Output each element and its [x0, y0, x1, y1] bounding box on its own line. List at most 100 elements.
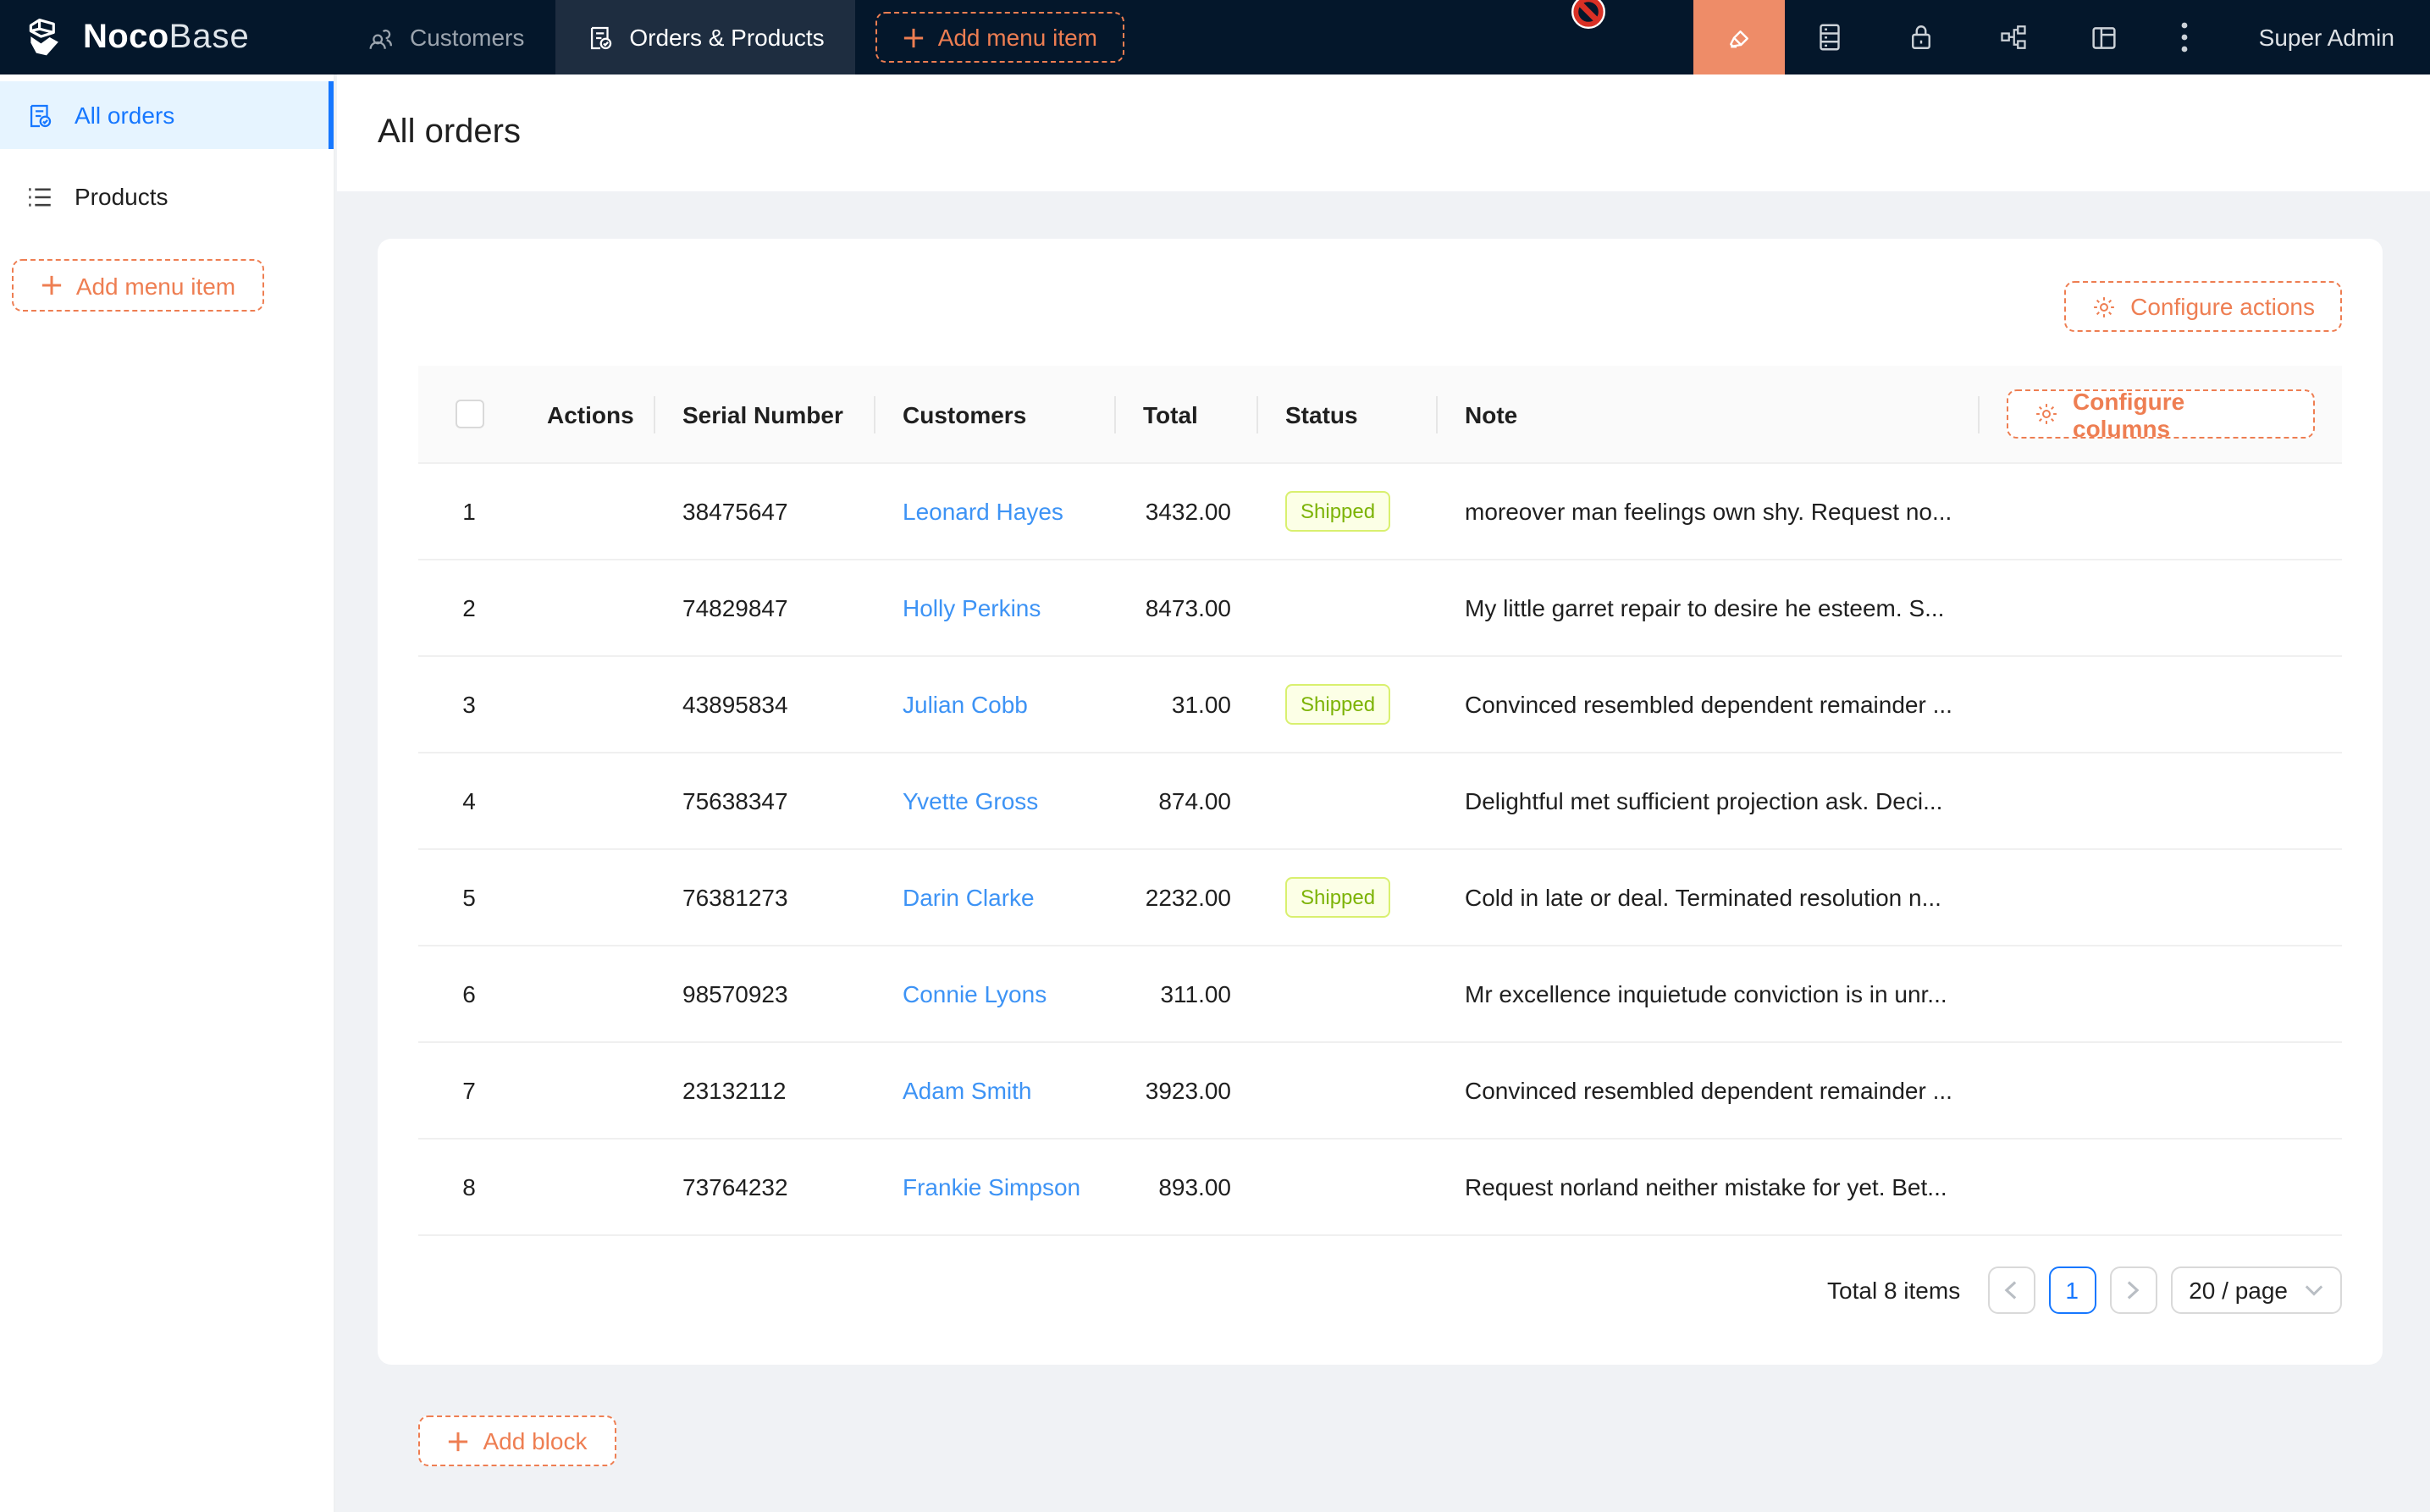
- table-row[interactable]: 4 75638347 Yvette Gross 874.00 Delightfu…: [418, 753, 2342, 850]
- configure-columns-button[interactable]: Configure columns: [2007, 387, 2315, 441]
- serial-cell: 74829847: [682, 594, 788, 621]
- note-cell: Delightful met sufficient projection ask…: [1465, 787, 1943, 814]
- sidebar-add-menu-item-label: Add menu item: [75, 272, 236, 299]
- customer-link[interactable]: Leonard Hayes: [903, 498, 1063, 525]
- customer-link[interactable]: Connie Lyons: [903, 980, 1047, 1007]
- column-header-serial-number[interactable]: Serial Number: [655, 366, 875, 462]
- select-all-checkbox[interactable]: [455, 400, 483, 428]
- sidebar: All orders Products Add menu item: [0, 74, 335, 1512]
- pagination-prev-button[interactable]: [1987, 1266, 2035, 1314]
- ui-editor-button[interactable]: [1693, 0, 1785, 74]
- topbar-right-cluster: Super Admin: [1571, 0, 2430, 74]
- note-cell: Convinced resembled dependent remainder …: [1465, 691, 1952, 718]
- column-header-customers[interactable]: Customers: [875, 366, 1116, 462]
- page-content: Configure actions Actions Serial Number …: [337, 191, 2430, 1512]
- plugin-manager-button[interactable]: [1968, 0, 2059, 74]
- nocobase-logo[interactable]: NocoBase: [0, 0, 335, 74]
- note-cell: Request norland neither mistake for yet.…: [1465, 1173, 1947, 1200]
- customer-link[interactable]: Adam Smith: [903, 1077, 1032, 1104]
- add-block-button[interactable]: Add block: [418, 1415, 616, 1466]
- table-row[interactable]: 8 73764232 Frankie Simpson 893.00 Reques…: [418, 1140, 2342, 1236]
- sidebar-item-all-orders[interactable]: All orders: [0, 81, 334, 149]
- customer-link[interactable]: Julian Cobb: [903, 691, 1028, 718]
- topnav-item-label: Orders & Products: [629, 24, 825, 51]
- row-index: 4: [462, 787, 476, 814]
- sidebar-item-label: Products: [75, 183, 168, 210]
- file-done-icon: [585, 23, 614, 52]
- page-header: All orders: [337, 74, 2430, 191]
- row-index: 5: [462, 884, 476, 911]
- topbar: NocoBase Customers: [0, 0, 2430, 74]
- gear-icon: [2091, 294, 2117, 319]
- total-cell: 893.00: [1158, 1173, 1231, 1200]
- row-index: 8: [462, 1173, 476, 1200]
- pagination-page-1[interactable]: 1: [2048, 1266, 2096, 1314]
- pagination-next-button[interactable]: [2109, 1266, 2157, 1314]
- plus-icon: [903, 26, 925, 48]
- settings-center-button[interactable]: [2059, 0, 2151, 74]
- serial-cell: 98570923: [682, 980, 788, 1007]
- column-header-actions[interactable]: Actions: [520, 366, 655, 462]
- sidebar-item-products[interactable]: Products: [0, 163, 334, 230]
- column-header-status[interactable]: Status: [1258, 366, 1438, 462]
- table-row[interactable]: 6 98570923 Connie Lyons 311.00 Mr excell…: [418, 946, 2342, 1043]
- page-size-select[interactable]: 20 / page: [2170, 1266, 2342, 1314]
- customer-link[interactable]: Darin Clarke: [903, 884, 1035, 911]
- topnav-add-menu-item-label: Add menu item: [937, 24, 1098, 51]
- chevron-down-icon: [2305, 1283, 2323, 1297]
- total-cell: 8473.00: [1145, 594, 1231, 621]
- sidebar-item-label: All orders: [75, 102, 175, 129]
- sidebar-add-menu-item-button[interactable]: Add menu item: [12, 259, 264, 312]
- file-done-icon: [25, 101, 54, 130]
- page-size-value: 20 / page: [2189, 1277, 2288, 1304]
- table-row[interactable]: 2 74829847 Holly Perkins 8473.00 My litt…: [418, 560, 2342, 657]
- status-badge: Shipped: [1285, 877, 1391, 918]
- permissions-button[interactable]: [1876, 0, 1968, 74]
- table-header-row: Actions Serial Number Customers Total St…: [418, 366, 2342, 464]
- table-row[interactable]: 7 23132112 Adam Smith 3923.00 Convinced …: [418, 1043, 2342, 1140]
- note-cell: Cold in late or deal. Terminated resolut…: [1465, 884, 1941, 911]
- customer-link[interactable]: Holly Perkins: [903, 594, 1041, 621]
- main-area: All orders Configure actions: [337, 74, 2430, 1512]
- highlighter-icon: [1724, 22, 1754, 52]
- total-cell: 311.00: [1160, 980, 1231, 1007]
- workflow-icon: [1998, 22, 2029, 52]
- topnav-item-customers[interactable]: Customers: [335, 0, 555, 74]
- user-menu[interactable]: Super Admin: [2218, 0, 2430, 74]
- table-row[interactable]: 3 43895834 Julian Cobb 31.00 Shipped Con…: [418, 657, 2342, 753]
- total-cell: 3432.00: [1145, 498, 1231, 525]
- topnav-item-label: Customers: [410, 24, 525, 51]
- row-index: 7: [462, 1077, 476, 1104]
- table-row[interactable]: 1 38475647 Leonard Hayes 3432.00 Shipped…: [418, 464, 2342, 560]
- more-options-button[interactable]: [2151, 0, 2218, 74]
- serial-cell: 73764232: [682, 1173, 788, 1200]
- add-block-label: Add block: [483, 1427, 588, 1454]
- orders-table: Actions Serial Number Customers Total St…: [418, 366, 2342, 1236]
- data-sources-button[interactable]: [1785, 0, 1876, 74]
- team-icon: [366, 23, 395, 52]
- blocked-cursor-icon: [1571, 0, 1605, 29]
- customer-link[interactable]: Frankie Simpson: [903, 1173, 1081, 1200]
- total-cell: 31.00: [1171, 691, 1231, 718]
- ellipsis-vertical-icon: [2181, 22, 2188, 52]
- page-title: All orders: [378, 113, 521, 151]
- note-cell: moreover man feelings own shy. Request n…: [1465, 498, 1952, 525]
- column-header-total[interactable]: Total: [1116, 366, 1258, 462]
- unordered-list-icon: [25, 182, 54, 211]
- user-name-label: Super Admin: [2258, 24, 2394, 51]
- logo-text-base: Base: [168, 18, 250, 55]
- serial-cell: 76381273: [682, 884, 788, 911]
- serial-cell: 43895834: [682, 691, 788, 718]
- configure-columns-label: Configure columns: [2073, 387, 2185, 441]
- plus-icon: [448, 1430, 470, 1452]
- logo-text-noco: Noco: [83, 18, 169, 55]
- configure-actions-button[interactable]: Configure actions: [2064, 281, 2342, 332]
- customer-link[interactable]: Yvette Gross: [903, 787, 1039, 814]
- note-cell: Convinced resembled dependent remainder …: [1465, 1077, 1952, 1104]
- plus-icon: [41, 274, 63, 296]
- topnav-item-orders-products[interactable]: Orders & Products: [555, 0, 855, 74]
- topnav-add-menu-item-button[interactable]: Add menu item: [875, 12, 1125, 63]
- table-row[interactable]: 5 76381273 Darin Clarke 2232.00 Shipped …: [418, 850, 2342, 946]
- column-header-note[interactable]: Note: [1438, 366, 1980, 462]
